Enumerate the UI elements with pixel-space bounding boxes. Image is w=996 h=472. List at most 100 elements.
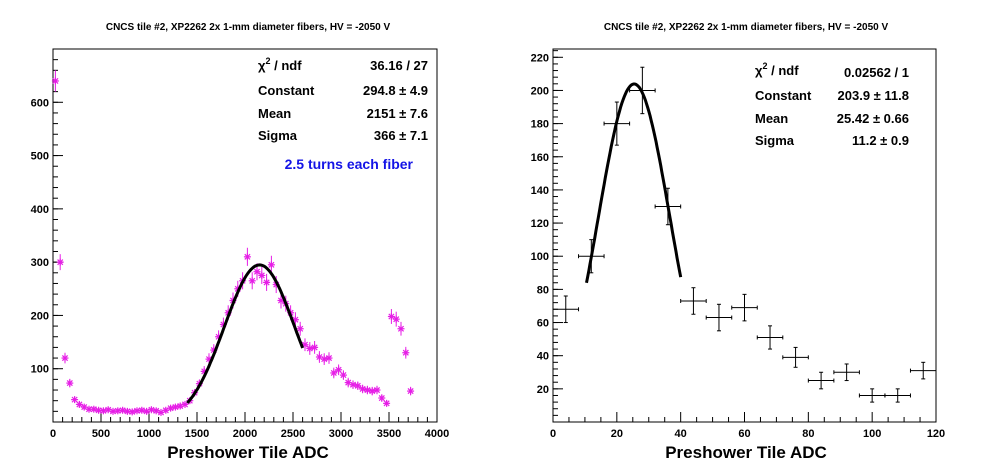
- data-point: [263, 273, 271, 291]
- y-tick-label: 140: [531, 185, 549, 197]
- x-tick-label: 20: [611, 428, 623, 440]
- x-tick-label: 4000: [425, 428, 449, 440]
- data-point: [51, 70, 59, 92]
- gaussian-fit-curve: [186, 263, 305, 404]
- data-point: [133, 407, 141, 415]
- y-tick-label: 200: [531, 85, 549, 97]
- data-point: [359, 384, 367, 394]
- data-point: [138, 406, 146, 414]
- data-point: [387, 309, 395, 324]
- stat-value-chi2: 36.16 / 27: [370, 58, 428, 73]
- plot-frame: [552, 48, 937, 423]
- data-point: [909, 361, 937, 380]
- y-tick-label: 40: [537, 351, 549, 363]
- data-point: [147, 406, 155, 414]
- data-point: [171, 403, 179, 411]
- data-point: [75, 400, 83, 408]
- x-tick-label: 80: [802, 428, 814, 440]
- x-tick-label: 40: [675, 428, 687, 440]
- y-tick-label: 180: [531, 119, 549, 131]
- data-point: [373, 385, 381, 395]
- x-tick-label: 3000: [329, 428, 353, 440]
- y-tick-label: 120: [531, 218, 549, 230]
- data-point: [320, 353, 328, 365]
- stat-value-constant: 294.8 ± 4.9: [363, 83, 428, 98]
- left-chart: CNCS tile #2, XP2262 2x 1-mm diameter fi…: [31, 22, 450, 462]
- x-tick-label: 2000: [233, 428, 257, 440]
- chart-title: CNCS tile #2, XP2262 2x 1-mm diameter fi…: [106, 22, 391, 33]
- y-tick-label: 500: [31, 151, 49, 163]
- annotation-text: 2.5 turns each fiber: [285, 156, 414, 172]
- stat-label-constant: Constant: [755, 88, 812, 103]
- data-point: [301, 338, 309, 352]
- stat-label-constant: Constant: [258, 83, 315, 98]
- x-tick-label: 2500: [281, 428, 305, 440]
- data-point: [56, 254, 64, 271]
- y-tick-label: 20: [537, 384, 549, 396]
- stat-value-sigma: 366 ± 7.1: [374, 128, 428, 143]
- y-tick-label: 80: [537, 284, 549, 296]
- data-point: [782, 346, 809, 368]
- data-point: [61, 352, 69, 364]
- stat-value-chi2: 0.02562 / 1: [844, 65, 909, 80]
- data-point: [397, 321, 405, 336]
- stat-value-constant: 203.9 ± 11.8: [838, 88, 909, 103]
- data-point: [339, 370, 347, 380]
- data-point: [143, 407, 151, 415]
- data-point: [258, 266, 266, 284]
- right-chart: CNCS tile #2, XP2262 2x 1-mm diameter fi…: [531, 22, 946, 462]
- data-point: [363, 385, 371, 395]
- y-tick-label: 300: [31, 257, 49, 269]
- data-point: [267, 255, 275, 274]
- data-point: [731, 293, 758, 322]
- stat-label-sigma: Sigma: [258, 128, 298, 143]
- data-point: [311, 341, 319, 354]
- left-chart-panel: CNCS tile #2, XP2262 2x 1-mm diameter fi…: [31, 22, 450, 462]
- right-chart-panel: CNCS tile #2, XP2262 2x 1-mm diameter fi…: [498, 0, 996, 472]
- data-point: [552, 295, 580, 324]
- data-point: [181, 400, 189, 408]
- data-point: [756, 325, 784, 350]
- data-point: [680, 287, 707, 315]
- data-point: [407, 386, 415, 396]
- data-point: [99, 407, 107, 415]
- x-tick-label: 1000: [137, 428, 161, 440]
- data-point: [167, 404, 175, 412]
- x-tick-label: 500: [92, 428, 110, 440]
- data-point: [807, 371, 835, 390]
- data-point: [71, 396, 79, 404]
- data-point: [705, 303, 733, 332]
- chart-title: CNCS tile #2, XP2262 2x 1-mm diameter fi…: [604, 22, 889, 33]
- data-point: [884, 388, 911, 403]
- stat-label-sigma: Sigma: [755, 133, 795, 148]
- data-point: [243, 247, 251, 266]
- data-point: [306, 342, 314, 355]
- data-point: [66, 378, 74, 388]
- y-tick-label: 100: [31, 364, 49, 376]
- y-tick-label: 400: [31, 204, 49, 216]
- data-point: [248, 272, 256, 290]
- stat-label-mean: Mean: [755, 111, 788, 126]
- gaussian-fit-curve: [585, 82, 683, 284]
- data-point: [378, 394, 386, 402]
- y-tick-label: 200: [31, 310, 49, 322]
- y-tick-label: 220: [531, 52, 549, 64]
- x-tick-label: 0: [550, 428, 556, 440]
- x-tick-label: 100: [863, 428, 881, 440]
- stat-label-chi2: χ2 / ndf: [755, 61, 799, 78]
- data-point: [119, 406, 127, 414]
- plot-frame: [52, 48, 438, 423]
- stat-value-mean: 2151 ± 7.6: [367, 106, 428, 121]
- x-tick-label: 120: [927, 428, 945, 440]
- data-point: [114, 407, 122, 415]
- x-tick-label: 0: [50, 428, 56, 440]
- data-point: [253, 263, 261, 281]
- data-point: [335, 364, 343, 376]
- stat-label-chi2: χ2 / ndf: [258, 56, 302, 73]
- data-point: [858, 388, 886, 403]
- x-axis-label: Preshower Tile ADC: [665, 443, 827, 462]
- data-point: [392, 311, 400, 327]
- data-point: [296, 321, 304, 336]
- data-point: [162, 406, 170, 414]
- x-tick-label: 3500: [377, 428, 401, 440]
